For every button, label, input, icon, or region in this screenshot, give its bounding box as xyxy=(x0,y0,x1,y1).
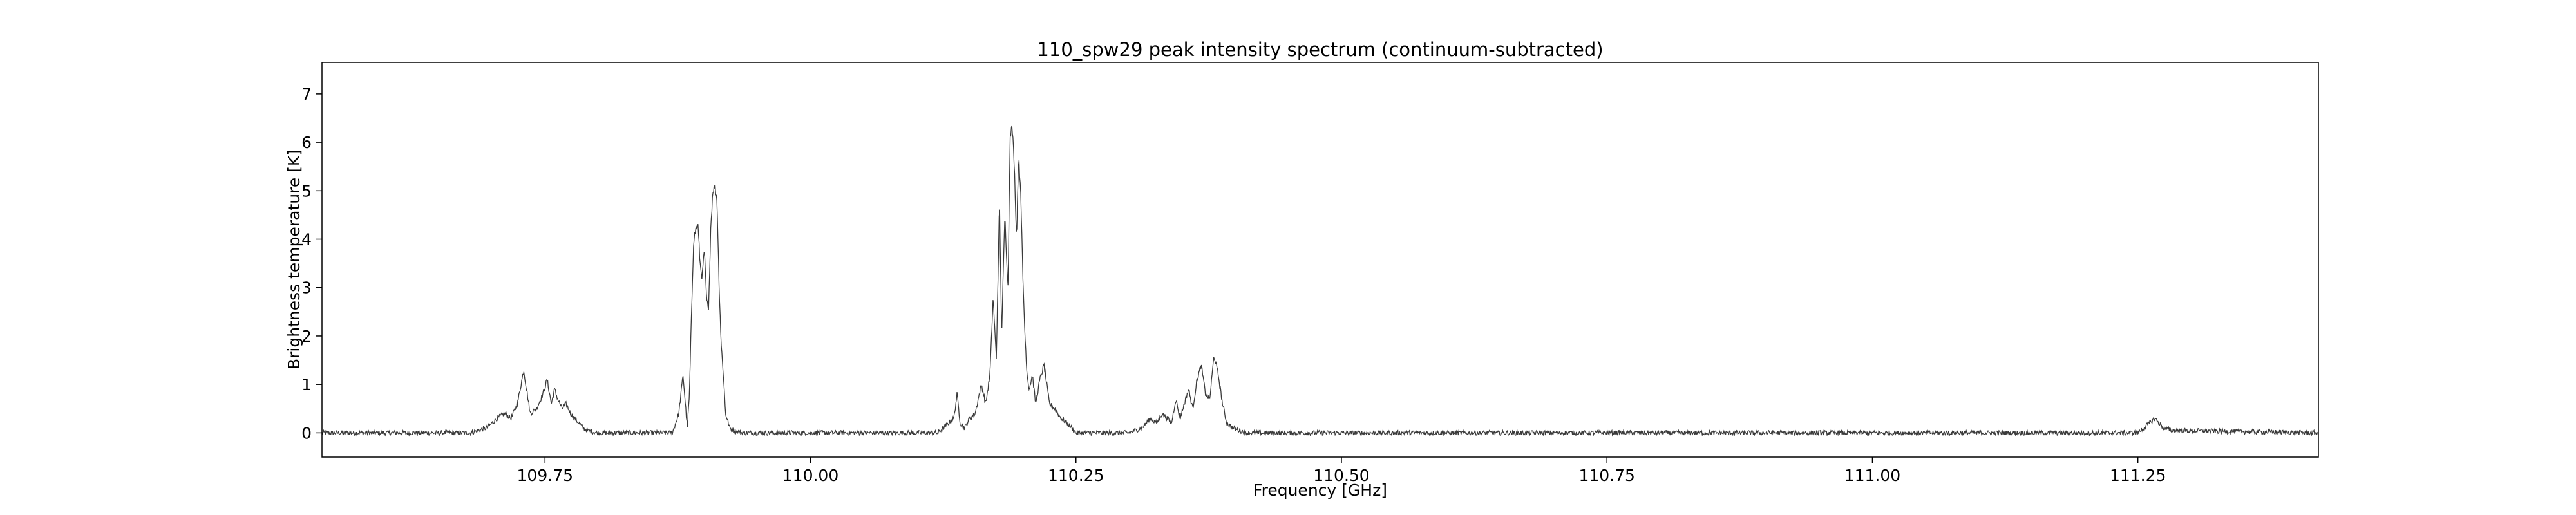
y-tick-label: 6 xyxy=(301,133,312,152)
x-tick-label: 110.75 xyxy=(1578,466,1634,485)
spectrum-layer xyxy=(321,125,2319,437)
y-tick-label: 3 xyxy=(301,279,312,297)
x-tick-label: 111.00 xyxy=(1844,466,1900,485)
x-tick-label: 110.25 xyxy=(1048,466,1104,485)
x-axis-label: Frequency [GHz] xyxy=(1253,481,1387,500)
y-axis-label: Brightness temperature [K] xyxy=(285,149,303,370)
y-tick-label: 0 xyxy=(301,424,312,442)
y-axis-ticks: 0 1 2 3 4 5 6 7 xyxy=(301,85,322,442)
chart-title: 110_spw29 peak intensity spectrum (conti… xyxy=(1037,39,1603,61)
axes-frame xyxy=(321,62,2319,458)
y-tick-label: 1 xyxy=(301,375,312,394)
spectrum-line xyxy=(321,125,2319,437)
plot-area: 109.75 110.00 110.25 110.50 110.75 111.00 111.… xyxy=(301,62,2319,485)
y-tick-label: 4 xyxy=(301,230,312,249)
x-axis-ticks: 109.75 110.00 110.25 110.50 110.75 111.00 111.… xyxy=(517,457,2166,485)
y-tick-label: 2 xyxy=(301,327,312,346)
x-tick-label: 111.25 xyxy=(2110,466,2166,485)
x-tick-label: 109.75 xyxy=(517,466,573,485)
x-tick-label: 110.50 xyxy=(1313,466,1369,485)
y-tick-label: 7 xyxy=(301,85,312,104)
y-tick-label: 5 xyxy=(301,182,312,200)
x-tick-label: 110.00 xyxy=(782,466,838,485)
